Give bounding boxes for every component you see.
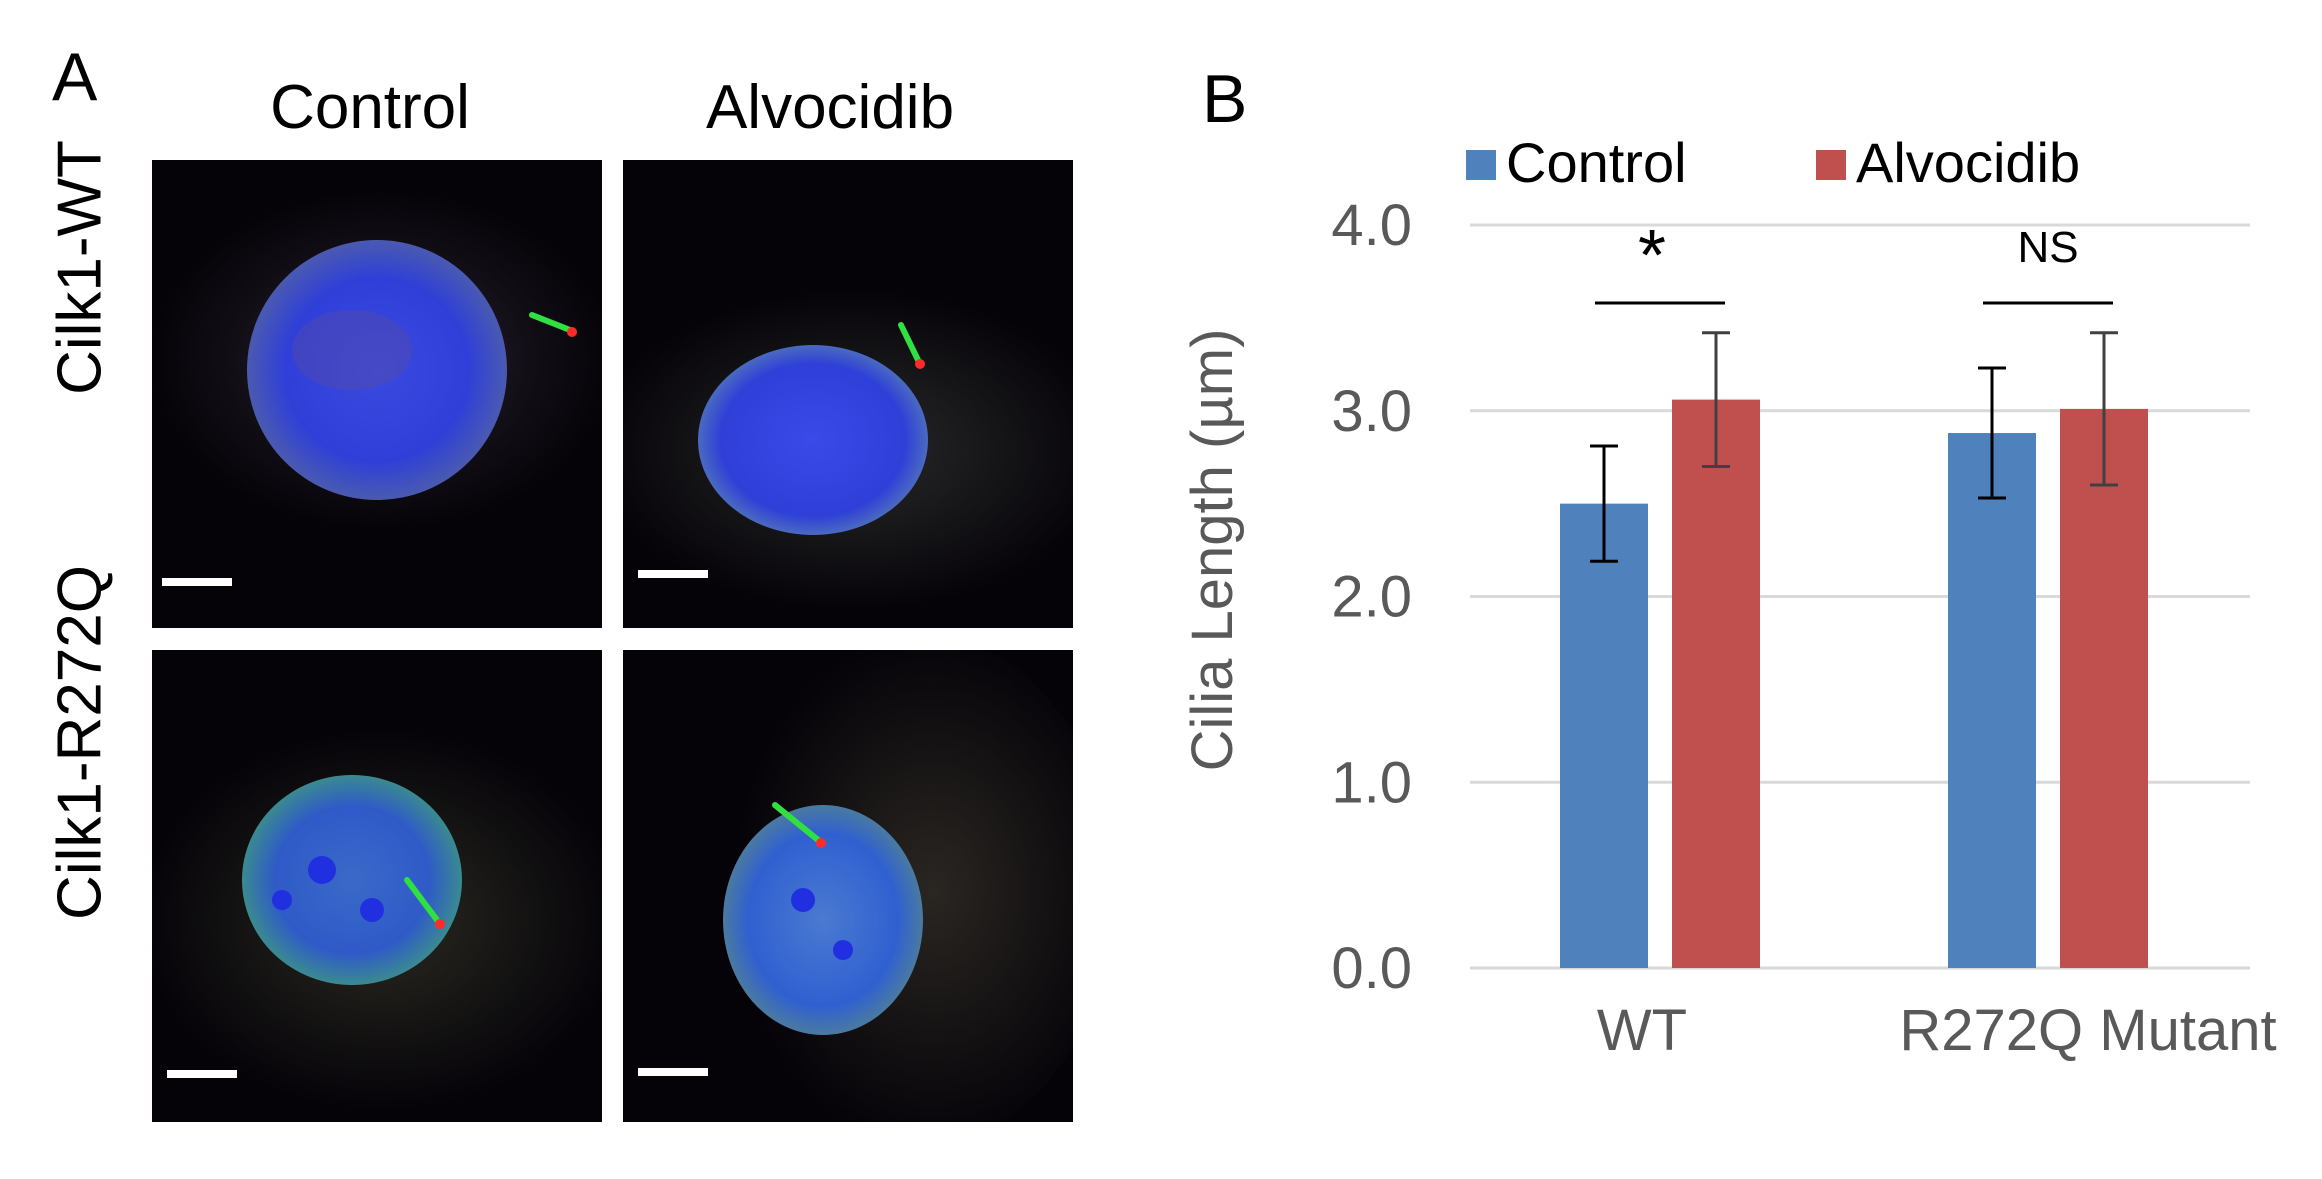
bars [1560,399,2148,969]
bar-alvocidib-0 [1672,399,1760,969]
panel-a-letter: A [52,39,98,115]
significance-annotations: * NS [1595,216,2113,305]
bar-control-1 [1948,433,2036,968]
y-tick-label: 2.0 [1331,565,1412,630]
legend-swatch-control [1466,150,1496,180]
scale-bar [162,578,232,586]
scale-bar [167,1070,237,1078]
cilium-shape [529,312,573,333]
bar-chart: 0.0 1.0 2.0 3.0 4.0 WT R272Q Mutant * NS Contr… [1180,131,2277,1063]
micrograph-wt-alvocidib [623,160,1073,628]
bar-alvocidib-1 [2060,408,2148,969]
y-tick-label: 4.0 [1331,193,1412,258]
legend-label-alvocidib: Alvocidib [1856,131,2080,194]
cilium-shape [404,877,440,923]
y-tick-label: 1.0 [1331,750,1412,815]
nucleus-shape [247,240,507,500]
legend: Control Alvocidib [1466,131,2080,194]
row-header-cilk1-r272q: Cilk1-R272Q [45,565,115,920]
micrograph-wt-control [152,160,602,628]
micrograph-r272q-control-image [152,730,602,1110]
y-tick-label: 0.0 [1331,936,1412,1001]
cilium-shape [898,322,921,363]
row-header-cilk1-wt: Cilk1-WT [45,140,115,395]
significance-label: * [1638,216,1666,296]
panel-b-letter: B [1202,61,1248,137]
nucleus-shape [242,775,462,985]
basal-body-shape [915,359,925,369]
x-category-label: WT [1597,998,1687,1063]
x-category-labels: WT R272Q Mutant [1597,998,2277,1063]
y-axis-label: Cilia Length (µm) [1180,329,1245,772]
micrograph-r272q-alvocidib-image [638,650,1073,1122]
legend-swatch-alvocidib [1816,150,1846,180]
nucleus-shape [698,345,928,535]
cilium-shape [772,802,821,843]
micrograph-r272q-control [152,650,602,1122]
micrograph-wt-alvocidib-image [623,290,1073,610]
column-header-control: Control [270,73,470,142]
y-tick-labels: 0.0 1.0 2.0 3.0 4.0 [1331,193,1412,1001]
micrograph-r272q-alvocidib [623,650,1073,1122]
basal-body-shape [567,327,577,337]
basal-body-shape [435,919,445,929]
scale-bar [638,1068,708,1076]
y-tick-label: 3.0 [1331,379,1412,444]
significance-label: NS [2017,223,2078,272]
bar-control-0 [1560,503,1648,968]
basal-body-shape [816,838,826,848]
column-header-alvocidib: Alvocidib [705,73,955,142]
legend-label-control: Control [1506,131,1687,194]
error-bars [1590,331,2118,563]
x-category-label: R272Q Mutant [1899,998,2276,1063]
scale-bar [638,570,708,578]
nucleus-shape [723,805,923,1035]
micrograph-wt-control-image [152,190,602,586]
